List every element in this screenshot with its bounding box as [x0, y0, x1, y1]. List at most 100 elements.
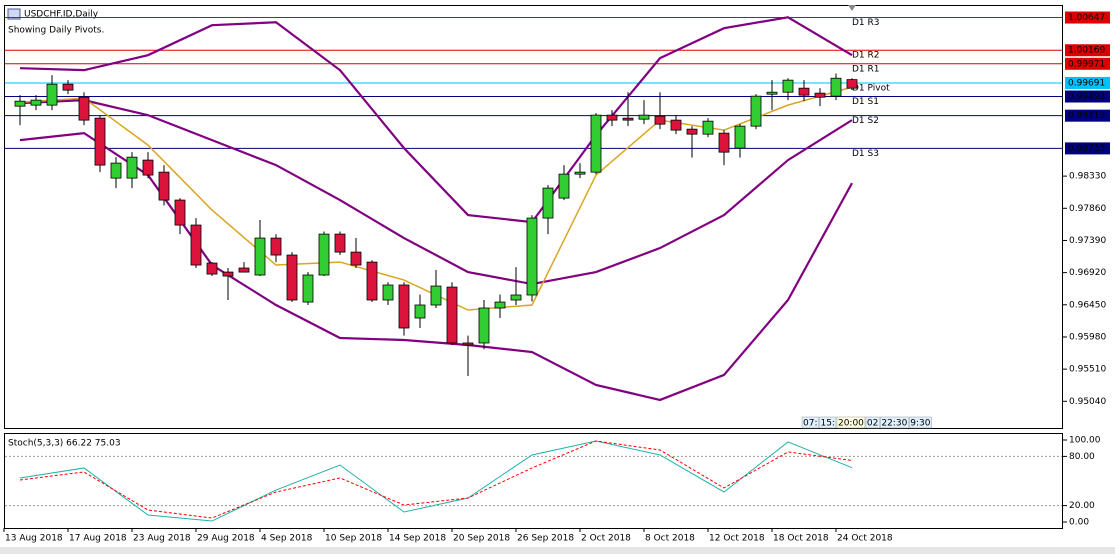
symbol-icon — [7, 8, 21, 20]
pivot-label: D1 S1 — [852, 97, 879, 107]
y-tick-label: 0.95510 — [1069, 365, 1106, 375]
candle-body — [366, 261, 378, 301]
x-tick-label: 2 Oct 2018 — [581, 534, 631, 544]
x-tick-label: 23 Aug 2018 — [133, 534, 191, 544]
time-box — [801, 416, 819, 429]
candle-body — [798, 87, 810, 96]
pivot-price-box — [1065, 109, 1110, 122]
time-label: 07: — [803, 419, 817, 429]
candle-body — [606, 114, 618, 121]
candle-body — [350, 251, 362, 266]
candle-body — [142, 159, 154, 176]
time-box — [836, 416, 866, 429]
candle-body — [158, 171, 170, 201]
candle-body — [686, 128, 698, 135]
candle-body — [846, 79, 858, 89]
time-box — [865, 416, 880, 429]
candle-body — [670, 119, 682, 131]
pivot-label: D1 S2 — [852, 116, 879, 126]
x-tick-label: 29 Aug 2018 — [197, 534, 255, 544]
candle-body — [766, 91, 778, 95]
pivot-label: D1 R1 — [852, 64, 880, 74]
shift-marker — [848, 5, 856, 11]
candle-body — [478, 307, 490, 344]
pivot-label: D1 R3 — [852, 18, 880, 28]
x-tick-label: 13 Aug 2018 — [5, 534, 63, 544]
candle-body — [590, 114, 602, 173]
candle-body — [222, 271, 234, 277]
pivot-label: D1 R2 — [852, 51, 880, 61]
candle-body — [190, 224, 202, 266]
stoch-panel — [4, 433, 1063, 529]
y-tick-label: 0.96450 — [1069, 300, 1106, 310]
time-label: 9:30 — [910, 419, 930, 429]
x-tick-label: 4 Sep 2018 — [261, 534, 313, 544]
candle-body — [830, 77, 842, 97]
candle-body — [302, 274, 314, 303]
y-tick-label: 0.97390 — [1069, 236, 1106, 246]
pivot-price: 0.99493 — [1068, 92, 1105, 102]
candle-body — [174, 199, 186, 226]
y-tick-label: 0.00 — [1069, 518, 1089, 528]
candle-body — [318, 233, 330, 276]
candle-body — [734, 125, 746, 149]
y-tick-label: 0.97860 — [1069, 204, 1106, 214]
x-tick-label: 18 Oct 2018 — [773, 534, 829, 544]
y-tick-label: 0.95980 — [1069, 332, 1106, 342]
candle-body — [782, 79, 794, 93]
x-tick-label: 26 Sep 2018 — [517, 534, 574, 544]
candle-body — [750, 95, 762, 127]
pivot-price-box — [1065, 11, 1110, 24]
candle-body — [494, 301, 506, 309]
x-tick-label: 14 Sep 2018 — [389, 534, 446, 544]
candle-body — [718, 132, 730, 153]
y-tick-label: 80.00 — [1069, 452, 1095, 462]
x-tick-label: 17 Aug 2018 — [69, 534, 127, 544]
candle-body — [206, 262, 218, 275]
candle-body — [110, 162, 122, 179]
candle-body — [126, 156, 138, 179]
pivot-price: 1.00169 — [1068, 46, 1105, 56]
candle-body — [462, 342, 474, 346]
candle-body — [558, 173, 570, 199]
candle-body — [430, 285, 442, 306]
stoch-line — [19, 440, 853, 522]
x-tick-label: 20 Sep 2018 — [453, 534, 510, 544]
candle-body — [398, 284, 410, 329]
candle-body — [14, 100, 26, 107]
pivot-price: 0.99691 — [1068, 78, 1105, 88]
time-label: 20:00 — [838, 419, 864, 429]
candle-body — [286, 254, 298, 301]
y-tick-label: 100.00 — [1069, 435, 1101, 445]
candle-body — [542, 187, 554, 219]
time-scale: 07: 15: 20:00 02 22:30 9:30 — [801, 416, 932, 429]
candle-body — [94, 117, 106, 166]
indicator-title: Stoch(5,3,3) 66.22 75.03 — [8, 439, 121, 449]
indicator-line — [19, 16, 853, 224]
x-tick-label: 24 Oct 2018 — [837, 534, 893, 544]
time-box — [880, 416, 909, 429]
time-label: 02 — [867, 419, 878, 429]
pivot-price: 0.99213 — [1068, 111, 1105, 121]
candle-body — [46, 83, 58, 106]
y-tick-label: 20.00 — [1069, 501, 1095, 511]
candle-body — [526, 217, 538, 296]
pivot-price: 1.00647 — [1068, 13, 1105, 23]
x-tick-label: 12 Oct 2018 — [709, 534, 765, 544]
candle-body — [622, 117, 634, 121]
candle-body — [574, 171, 586, 175]
y-tick-label: 0.96920 — [1069, 268, 1106, 278]
time-box — [909, 416, 932, 429]
candle-body — [654, 115, 666, 125]
time-label: 22:30 — [881, 419, 907, 429]
pivot-price: 0.98735 — [1068, 144, 1105, 154]
tab-bar — [0, 547, 1115, 554]
candle-body — [814, 92, 826, 98]
main-panel — [4, 5, 1063, 429]
candle-body — [414, 304, 426, 319]
pivot-note: Showing Daily Pivots. — [8, 26, 104, 36]
candle-body — [446, 286, 458, 344]
indicator-line — [19, 99, 853, 286]
candle-body — [62, 83, 74, 91]
